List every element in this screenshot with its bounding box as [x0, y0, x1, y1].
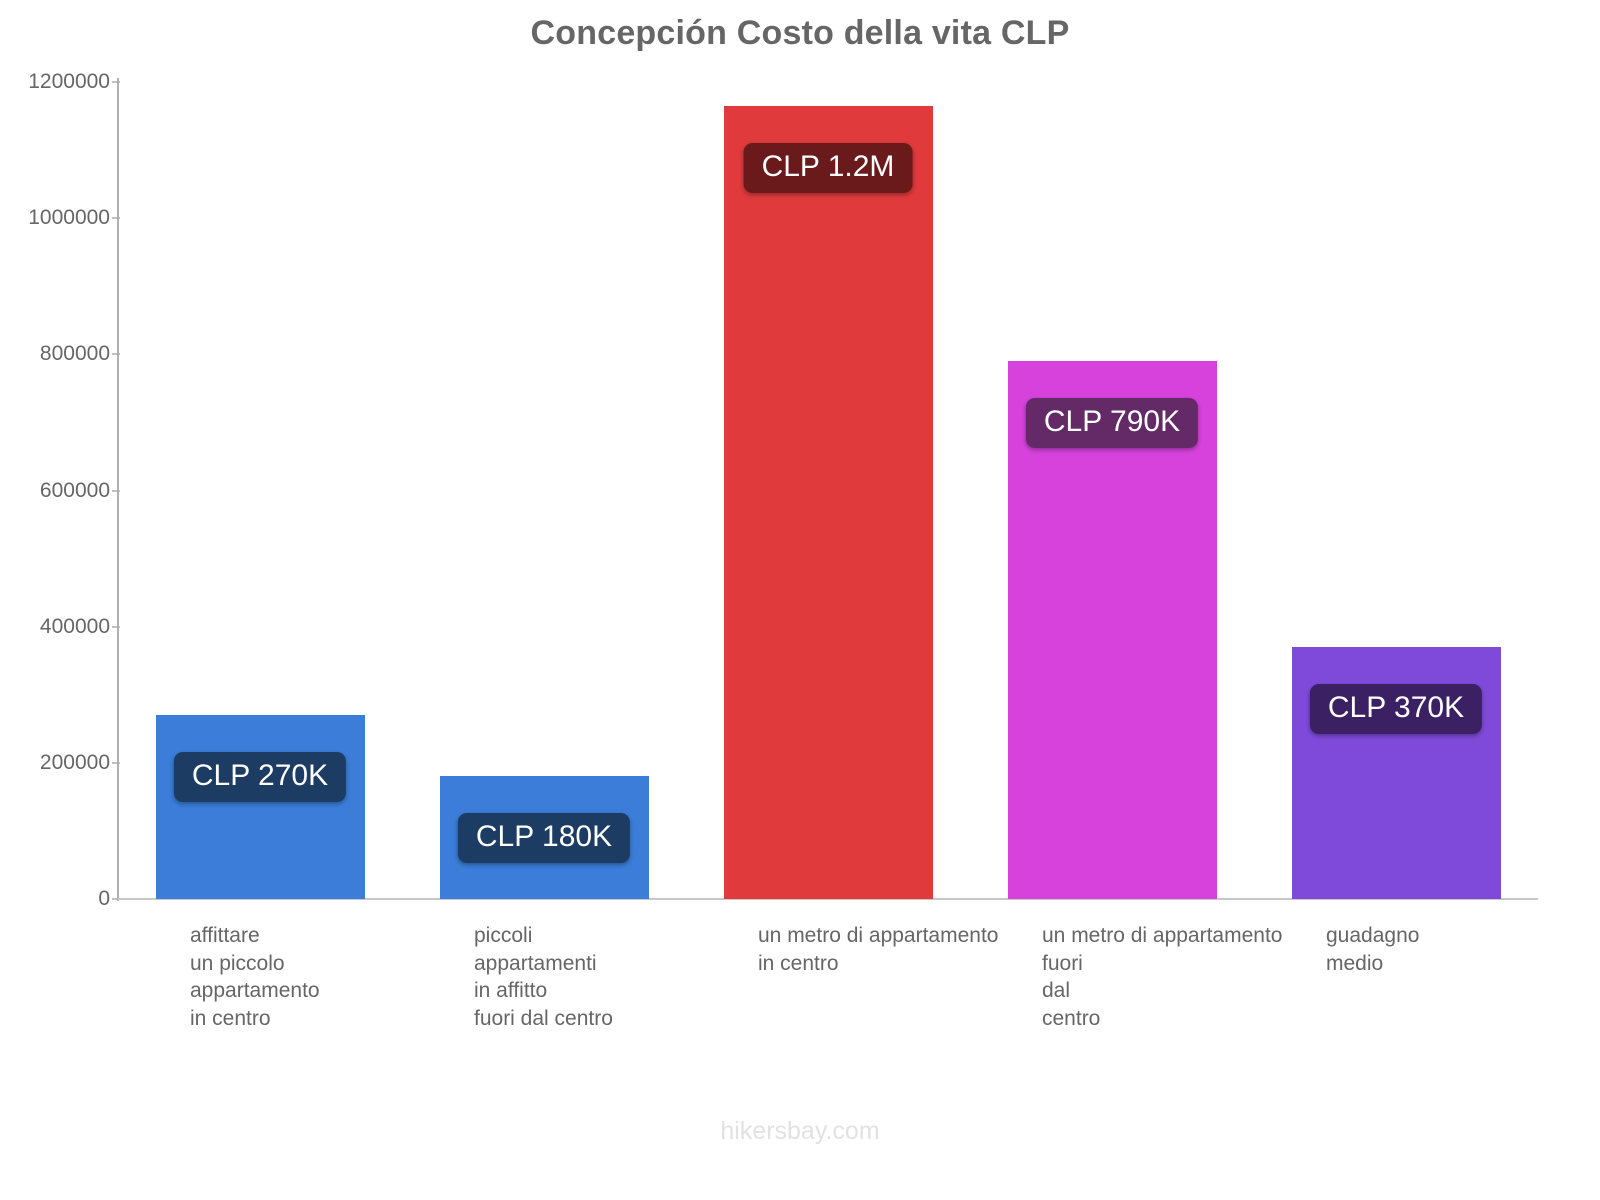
bar[interactable] [723, 105, 933, 899]
bar[interactable] [155, 715, 365, 899]
x-axis-category-label: affittare un piccolo appartamento in cen… [190, 924, 320, 1030]
y-axis-tick-labels: 0 200000 400000 600000 800000 1000000 1200000 [0, 0, 110, 1200]
y-axis-tick-mark [112, 217, 120, 220]
y-axis-tick-mark [112, 898, 120, 900]
x-axis-category-label: un metro di appartamento in centro [758, 924, 999, 975]
bar-value-label: CLP 790K [1025, 398, 1199, 449]
x-axis-category-label: guadagno medio [1326, 924, 1420, 975]
y-axis-tick-label: 600000 [39, 478, 110, 502]
y-axis-tick-mark [112, 81, 120, 83]
y-axis-tick-label: 200000 [39, 750, 110, 774]
x-axis-line [118, 898, 1538, 900]
y-axis-tick-label: 800000 [39, 342, 110, 366]
y-axis-line [117, 78, 119, 901]
y-axis-tick-mark [112, 625, 120, 628]
y-axis-tick-mark [112, 489, 120, 492]
plot-area: CLP 270K CLP 180K CLP 1.2M CLP 790K CLP 370K [118, 82, 1538, 899]
y-axis-tick-label: 1200000 [28, 70, 110, 93]
y-axis-tick-mark [112, 761, 120, 764]
bar[interactable] [1007, 361, 1217, 899]
bar-value-label: CLP 370K [1309, 684, 1483, 735]
y-axis-tick-label: 0 [98, 887, 110, 910]
bar-value-label: CLP 270K [173, 752, 347, 803]
x-axis-category-label: piccoli appartamenti in affitto fuori da… [474, 924, 613, 1030]
bar-value-label: CLP 1.2M [743, 142, 913, 193]
y-axis-tick-label: 400000 [39, 614, 110, 638]
chart-title: Concepción Costo della vita CLP [530, 14, 1070, 52]
y-axis-tick-label: 1000000 [28, 206, 110, 230]
footer-credit: hikersbay.com [720, 1117, 880, 1145]
y-axis-tick-mark [112, 353, 120, 356]
bar-value-label: CLP 180K [457, 813, 631, 864]
x-axis-category-label: un metro di appartamento fuori dal centr… [1042, 924, 1283, 1030]
